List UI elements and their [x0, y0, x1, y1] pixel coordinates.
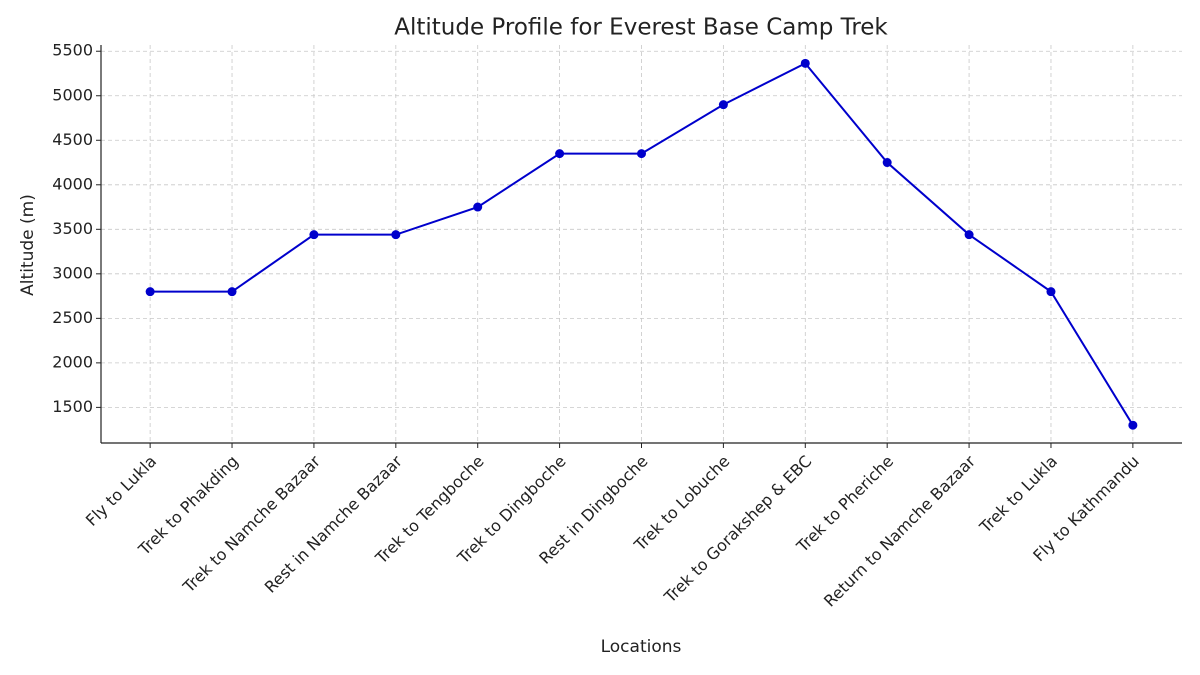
- data-point: [718, 100, 728, 110]
- data-point: [1128, 420, 1138, 430]
- x-axis-label: Locations: [601, 637, 682, 657]
- y-tick-label: 4000: [52, 174, 93, 193]
- data-point: [227, 287, 237, 297]
- x-tick-label: Rest in Namche Bazaar: [261, 451, 406, 596]
- x-tick-label: Trek to Lukla: [975, 452, 1061, 538]
- x-tick-label: Fly to Lukla: [82, 452, 160, 530]
- data-point: [637, 149, 646, 159]
- data-point: [473, 202, 483, 212]
- x-tick-label: Trek to Namche Bazaar: [179, 451, 325, 597]
- y-tick-label: 1500: [52, 397, 93, 416]
- data-point: [555, 149, 565, 159]
- data-point: [800, 58, 810, 68]
- y-tick-label: 4500: [52, 130, 93, 149]
- x-tick-label: Trek to Gorakshep & EBC: [660, 452, 816, 608]
- data-point: [1046, 287, 1056, 297]
- y-tick-label: 3500: [52, 219, 93, 238]
- data-point: [309, 230, 319, 240]
- y-tick-label: 2500: [52, 308, 93, 327]
- y-tick-label: 5000: [52, 85, 93, 104]
- y-tick-label: 2000: [52, 352, 93, 371]
- y-tick-label: 3000: [52, 263, 93, 282]
- data-point: [391, 230, 401, 240]
- data-point: [145, 287, 155, 297]
- data-point: [964, 230, 974, 240]
- y-tick-label: 5500: [52, 41, 93, 60]
- x-tick-label: Return to Namche Bazaar: [820, 451, 979, 610]
- data-point: [882, 158, 892, 168]
- y-axis-label: Altitude (m): [18, 194, 38, 296]
- chart-title: Altitude Profile for Everest Base Camp T…: [394, 15, 888, 41]
